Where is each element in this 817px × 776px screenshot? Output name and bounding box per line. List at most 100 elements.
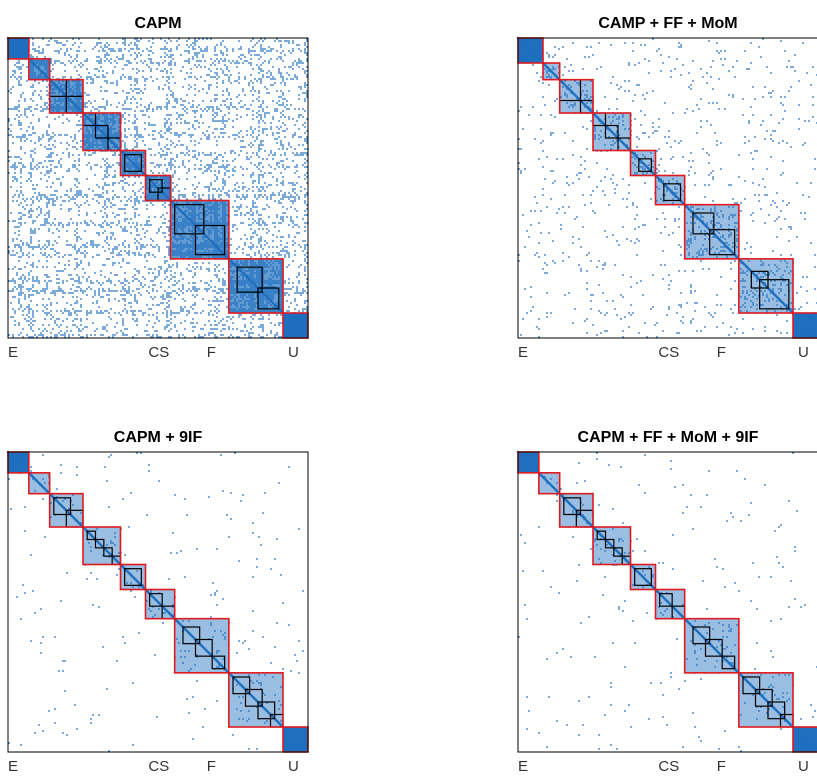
matrix-point [30,264,32,266]
matrix-point [106,238,108,240]
matrix-point [184,110,186,112]
matrix-point [70,274,72,276]
matrix-point [114,128,116,130]
matrix-point [234,80,236,82]
matrix-point [86,146,88,148]
matrix-point [118,262,120,264]
matrix-point [124,190,126,192]
matrix-point [76,94,78,96]
matrix-point [208,186,210,188]
matrix-point [260,44,262,46]
matrix-point [86,142,88,144]
matrix-point [272,222,274,224]
matrix-point [42,254,44,256]
matrix-point [114,262,116,264]
matrix-point [136,132,138,134]
matrix-point [180,70,182,72]
matrix-point [22,286,24,288]
matrix-point [14,232,16,234]
matrix-point [244,60,246,62]
matrix-point [200,164,202,166]
matrix-point [210,286,212,288]
matrix-point [254,268,256,270]
matrix-point [260,106,262,108]
matrix-point [234,252,236,254]
matrix-point [268,46,270,48]
matrix-point [172,242,174,244]
matrix-point [194,54,196,56]
matrix-point [36,62,38,64]
matrix-point [194,84,196,86]
matrix-point [280,250,282,252]
matrix-point [306,192,308,194]
matrix-point [122,158,124,160]
matrix-point [176,250,178,252]
matrix-point [286,216,288,218]
matrix-point [28,134,30,136]
matrix-point [204,202,206,204]
matrix-point [186,202,188,204]
matrix-point [72,108,74,110]
matrix-point [112,182,114,184]
matrix-point [68,210,70,212]
matrix-point [164,222,166,224]
matrix-point [106,116,108,118]
matrix-point [64,86,66,88]
matrix-point [38,206,40,208]
matrix-point [216,44,218,46]
matrix-point [124,280,126,282]
matrix-point [214,64,216,66]
matrix-point [298,58,300,60]
matrix-point [256,80,258,82]
matrix-point [170,158,172,160]
matrix-point [72,86,74,88]
matrix-point [136,118,138,120]
matrix-point [98,134,100,136]
matrix-point [52,200,54,202]
matrix-point [110,232,112,234]
matrix-point [150,176,152,178]
matrix-point [142,286,144,288]
matrix-point [40,60,42,62]
matrix-point [168,50,170,52]
matrix-point [222,40,224,42]
matrix-point [242,54,244,56]
matrix-point [38,200,40,202]
matrix-point [258,174,260,176]
matrix-point [196,252,198,254]
matrix-point [234,134,236,136]
matrix-point [262,62,264,64]
matrix-point [24,48,26,50]
matrix-point [134,278,136,280]
matrix-point [144,78,146,80]
matrix-point [54,254,56,256]
matrix-point [176,134,178,136]
matrix-point [56,196,58,198]
matrix-point [132,222,134,224]
matrix-point [240,280,242,282]
matrix-point [48,126,50,128]
matrix-point [154,256,156,258]
matrix-point [194,76,196,78]
matrix-point [260,254,262,256]
matrix-point [56,100,58,102]
matrix-point [86,278,88,280]
matrix-point [296,78,298,80]
matrix-point [144,122,146,124]
matrix-point [32,84,34,86]
matrix-point [54,40,56,42]
matrix-point [78,154,80,156]
matrix-point [252,132,254,134]
matrix-point [150,76,152,78]
matrix-point [84,118,86,120]
matrix-point [136,72,138,74]
matrix-point [132,190,134,192]
matrix-point [44,146,46,148]
matrix-point [216,190,218,192]
matrix-point [306,222,308,224]
matrix-point [278,166,280,168]
matrix-point [112,134,114,136]
matrix-point [306,60,308,62]
matrix-point [30,232,32,234]
matrix-point [208,262,210,264]
